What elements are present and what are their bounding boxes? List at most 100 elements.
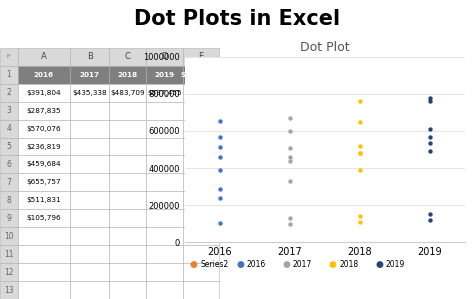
Bar [146,209,183,227]
Bar [70,209,109,227]
Bar [18,66,70,84]
Bar [109,263,146,281]
Bar [70,66,109,84]
Point [426,140,433,145]
Point [356,151,364,155]
Title: Dot Plot: Dot Plot [300,41,349,54]
Bar [70,245,109,263]
Text: 2017: 2017 [293,260,312,269]
Point [426,134,433,139]
Bar [0,48,18,66]
Bar [0,263,18,281]
Bar [70,191,109,209]
Bar [70,263,109,281]
Bar [0,191,18,209]
Text: 7: 7 [7,178,11,187]
Bar [109,245,146,263]
Text: $435,338: $435,338 [72,90,107,96]
Point [286,221,293,226]
Bar [70,48,109,66]
Bar [183,281,219,299]
Bar [109,120,146,138]
Bar [146,191,183,209]
Bar [146,66,183,84]
Text: $655,757: $655,757 [27,179,61,185]
Point [356,119,364,124]
Point [426,95,433,100]
Bar [146,245,183,263]
Bar [18,102,70,120]
Bar [183,263,219,281]
Text: 8: 8 [7,196,11,205]
Text: Dot Plots in Excel: Dot Plots in Excel [134,9,340,29]
Text: 2016: 2016 [34,72,54,78]
Text: 2019: 2019 [386,260,405,269]
Bar [109,138,146,155]
Bar [70,120,109,138]
Bar [183,138,219,155]
Point [216,145,224,150]
Bar [18,191,70,209]
Text: 11: 11 [4,250,14,259]
Bar [18,227,70,245]
Text: E: E [199,52,204,61]
Point [356,214,364,219]
Bar [183,227,219,245]
Bar [0,66,18,84]
Bar [0,155,18,173]
Text: ●: ● [236,260,244,269]
Point [216,118,224,123]
Bar [18,138,70,155]
Text: 1: 1 [199,90,203,96]
Bar [109,84,146,102]
Text: 12: 12 [4,268,14,277]
Text: $105,796: $105,796 [27,215,61,221]
Bar [18,48,70,66]
Text: 2016: 2016 [246,260,266,269]
Text: $537,455: $537,455 [147,90,182,96]
Bar [0,102,18,120]
Bar [109,191,146,209]
Text: $391,804: $391,804 [27,90,61,96]
Point [216,167,224,172]
Bar [0,173,18,191]
Point [356,219,364,224]
Text: ◤: ◤ [7,54,11,59]
Point [356,167,364,172]
Text: 3: 3 [7,106,11,115]
Text: Spacing 1: Spacing 1 [181,72,221,78]
Point [356,99,364,104]
Bar [18,209,70,227]
Bar [146,102,183,120]
Bar [146,263,183,281]
Bar [146,173,183,191]
Bar [109,155,146,173]
Bar [183,245,219,263]
Text: ●: ● [329,260,337,269]
Text: ●: ● [190,260,198,269]
Point [286,179,293,183]
Bar [109,66,146,84]
Bar [146,281,183,299]
Text: $570,076: $570,076 [27,126,61,132]
Point [216,155,224,159]
Bar [70,138,109,155]
Bar [146,227,183,245]
Bar [109,227,146,245]
Bar [18,245,70,263]
Point [216,187,224,191]
Text: 2018: 2018 [339,260,358,269]
Point [426,218,433,222]
Bar [109,173,146,191]
Bar [109,281,146,299]
Bar [183,120,219,138]
Text: D: D [162,52,168,61]
Point [286,155,293,159]
Bar [70,281,109,299]
Text: 5: 5 [7,142,11,151]
Bar [70,227,109,245]
Text: 2018: 2018 [118,72,138,78]
Bar [0,138,18,155]
Bar [109,102,146,120]
Bar [183,66,219,84]
